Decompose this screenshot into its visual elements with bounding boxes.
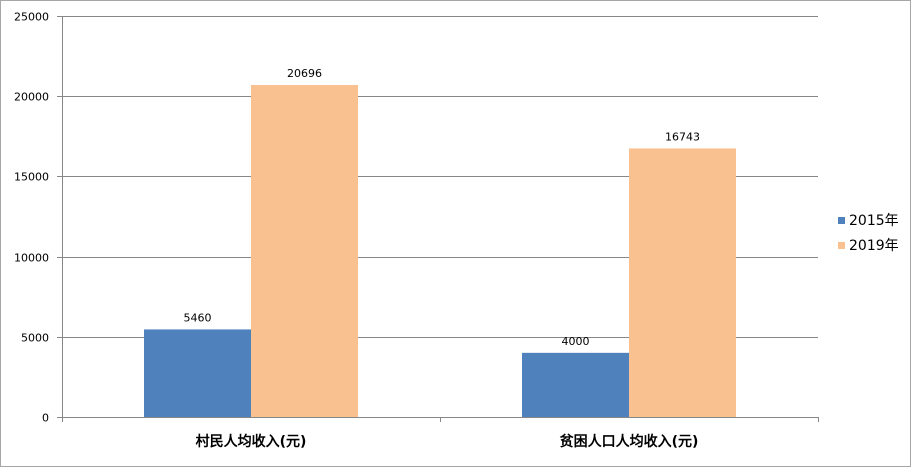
- y-tick-label: 15000: [14, 171, 49, 184]
- x-category-label: 村民人均收入(元): [196, 433, 307, 450]
- legend-swatch: [838, 242, 845, 249]
- category-labels: 村民人均收入(元) 贫困人口人均收入(元): [196, 433, 699, 450]
- legend: 2015年 2019年: [838, 213, 899, 254]
- data-label: 5460: [184, 311, 212, 324]
- data-label: 20696: [287, 67, 322, 80]
- bars: [144, 85, 736, 418]
- y-tick-label: 5000: [21, 332, 49, 345]
- x-category-label: 贫困人口人均收入(元): [560, 433, 699, 450]
- data-label: 4000: [562, 335, 590, 348]
- y-tick-label: 10000: [14, 252, 49, 265]
- bar: [629, 148, 736, 418]
- data-labels: 5460 20696 4000 16743: [184, 67, 701, 348]
- bar: [251, 85, 358, 417]
- y-tick-label: 0: [42, 412, 49, 425]
- legend-swatch: [838, 217, 845, 224]
- data-label: 16743: [665, 130, 700, 143]
- bar: [522, 352, 629, 417]
- axes: [57, 16, 819, 422]
- legend-label: 2015年: [849, 213, 899, 229]
- y-tick-labels: 0 5000 10000 15000 20000 25000: [14, 11, 49, 425]
- y-tick-label: 25000: [14, 11, 49, 24]
- legend-label: 2019年: [849, 238, 899, 254]
- bar: [144, 329, 251, 417]
- y-tick-label: 20000: [14, 91, 49, 104]
